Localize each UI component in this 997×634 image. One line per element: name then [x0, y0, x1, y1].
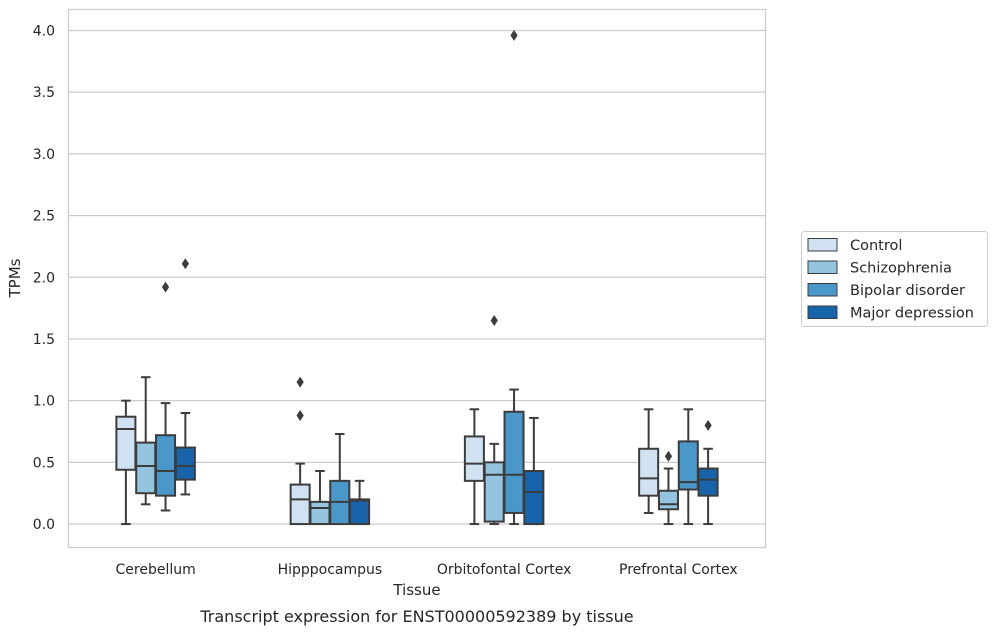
box-schizophrenia [135, 376, 157, 506]
legend: Control Schizophrenia Bipolar disorder Majo… [801, 231, 988, 327]
x-axis-ticks: Cerebellum Hipppocampus Orbitofontal Corte… [116, 562, 738, 578]
legend-swatch [807, 305, 838, 319]
legend-swatch [807, 283, 838, 297]
box-major-depression [174, 258, 196, 496]
outlier-point [161, 281, 170, 293]
box-iqr [463, 435, 485, 482]
box-bipolar-disorder [155, 281, 177, 512]
box-bipolar-disorder [677, 408, 699, 526]
x-tick-label: Hipppocampus [278, 562, 383, 578]
outlier-point [181, 258, 189, 270]
outlier-point [664, 450, 673, 462]
legend-label: Schizophrenia [850, 261, 952, 277]
box-iqr [155, 434, 177, 497]
box-iqr [638, 447, 660, 497]
box-iqr [115, 415, 137, 471]
outlier-point [704, 419, 712, 431]
box-control [289, 376, 311, 526]
y-tick-label: 0.5 [33, 455, 55, 471]
box-iqr [657, 489, 679, 511]
box-bipolar-disorder [329, 432, 351, 526]
y-axis-title: TPMs [6, 258, 24, 298]
y-tick-label: 1.5 [33, 332, 55, 348]
outlier-point [296, 376, 304, 388]
box-control [115, 399, 137, 526]
box-iqr [349, 498, 371, 526]
x-tick-label: Prefrontal Cortex [619, 562, 738, 578]
legend-label: Control [850, 238, 902, 254]
box-schizophrenia [483, 314, 505, 526]
y-tick-label: 3.5 [33, 85, 55, 101]
y-tick-label: 2.0 [33, 270, 55, 286]
y-tick-label: 1.0 [33, 394, 55, 410]
box-schizophrenia [309, 469, 331, 526]
legend-frame [801, 231, 988, 327]
y-tick-label: 0.0 [33, 517, 55, 533]
box-iqr [483, 461, 505, 523]
box-iqr [503, 410, 525, 514]
legend-entries: Control Schizophrenia Bipolar disorder Majo… [807, 238, 974, 322]
y-tick-label: 2.5 [33, 209, 55, 225]
legend-swatch [807, 238, 838, 252]
box-major-depression [523, 416, 545, 526]
y-axis-ticks: 0.0 0.5 1.0 1.5 2.0 2.5 3.0 3.5 4.0 [33, 23, 55, 533]
box-iqr [309, 500, 331, 526]
box-iqr [174, 446, 196, 481]
outlier-point [490, 314, 498, 326]
box-bipolar-disorder [503, 29, 525, 526]
box-control [463, 408, 485, 526]
legend-label: Major depression [850, 306, 974, 322]
box-schizophrenia [657, 450, 679, 526]
box-iqr [697, 467, 719, 497]
chart-caption: Transcript expression for ENST0000059238… [199, 607, 633, 626]
box-iqr [289, 483, 311, 526]
outlier-point [296, 409, 304, 421]
y-tick-label: 4.0 [33, 23, 55, 39]
box-iqr [677, 440, 699, 491]
box-control [638, 408, 660, 514]
box-major-depression [349, 479, 371, 526]
legend-label: Bipolar disorder [850, 283, 965, 299]
legend-swatch [807, 260, 838, 274]
x-tick-label: Cerebellum [116, 562, 196, 578]
outlier-point [510, 29, 518, 41]
y-tick-label: 3.0 [33, 147, 55, 163]
plot-frame [67, 8, 767, 549]
box-iqr [523, 469, 545, 526]
box-iqr [135, 441, 157, 495]
box-major-depression [697, 419, 719, 526]
box-plot-series [115, 29, 719, 526]
x-axis-title: Tissue [392, 581, 440, 599]
x-tick-label: Orbitofontal Cortex [437, 562, 572, 578]
